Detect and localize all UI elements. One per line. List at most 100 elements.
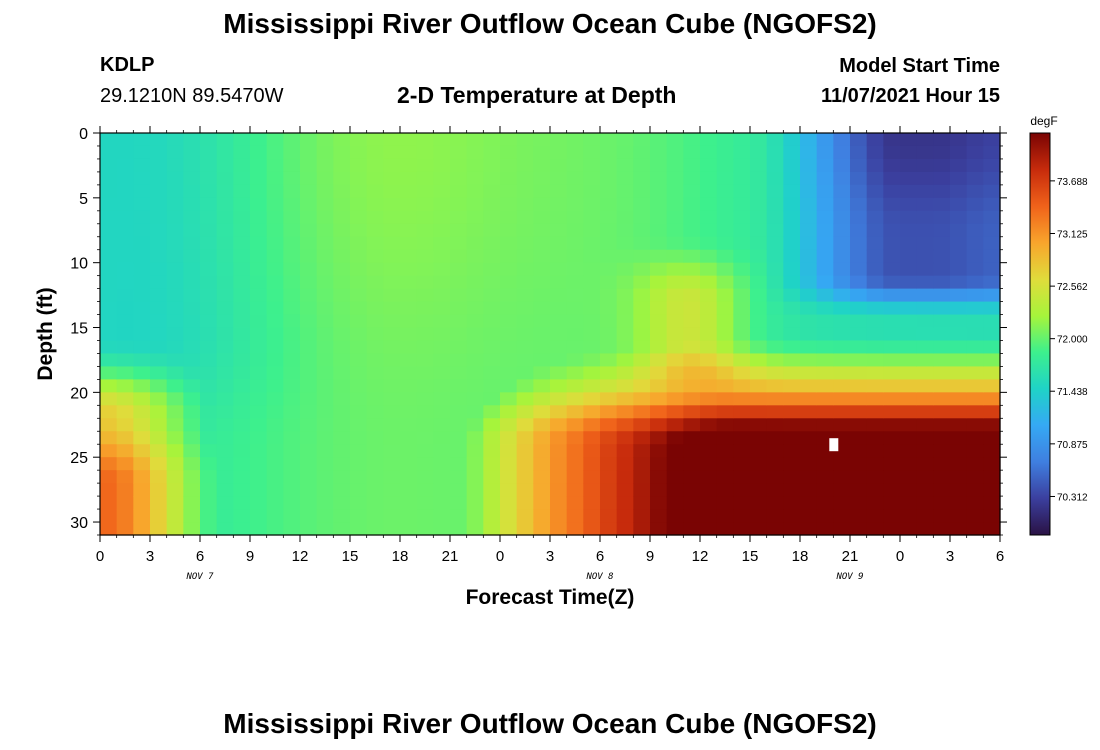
heatmap-cell bbox=[333, 444, 351, 458]
heatmap-cell bbox=[766, 353, 784, 368]
heatmap-cell bbox=[583, 496, 601, 510]
heatmap-cell bbox=[433, 496, 451, 510]
heatmap-cell bbox=[333, 379, 351, 393]
heatmap-cell bbox=[866, 431, 884, 445]
heatmap-cell bbox=[633, 275, 651, 290]
heatmap-cell bbox=[816, 509, 834, 523]
heatmap-cell bbox=[750, 483, 768, 497]
heatmap-cell bbox=[650, 509, 668, 523]
heatmap-cell bbox=[600, 340, 618, 355]
heatmap-cell bbox=[366, 366, 384, 380]
heatmap-cell bbox=[666, 327, 684, 342]
heatmap-cell bbox=[766, 522, 784, 536]
heatmap-cell bbox=[450, 353, 468, 368]
heatmap-cell bbox=[550, 262, 568, 277]
heatmap-cell bbox=[366, 418, 384, 432]
heatmap-cell bbox=[200, 133, 218, 147]
heatmap-cell bbox=[133, 288, 151, 303]
heatmap-cell bbox=[133, 470, 151, 484]
heatmap-cell bbox=[500, 275, 518, 290]
heatmap-cell bbox=[316, 314, 334, 329]
heatmap-cell bbox=[666, 431, 684, 445]
heatmap-cell bbox=[183, 457, 201, 471]
heatmap-cell bbox=[366, 444, 384, 458]
heatmap-cell bbox=[700, 223, 718, 238]
heatmap-cell bbox=[733, 405, 751, 419]
heatmap-cell bbox=[350, 444, 368, 458]
colorbar-tick-label: 72.562 bbox=[1057, 282, 1088, 293]
heatmap-cell bbox=[566, 483, 584, 497]
heatmap-cell bbox=[466, 353, 484, 368]
colorbar-unit: degF bbox=[1030, 114, 1057, 128]
heatmap-cell bbox=[283, 457, 301, 471]
heatmap-cell bbox=[816, 353, 834, 368]
heatmap-cell bbox=[133, 262, 151, 277]
heatmap-cell bbox=[233, 483, 251, 497]
heatmap-cell bbox=[116, 405, 134, 419]
heatmap-cell bbox=[650, 223, 668, 238]
heatmap-cell bbox=[500, 418, 518, 432]
heatmap-cell bbox=[250, 418, 268, 432]
heatmap-cell bbox=[750, 158, 768, 173]
heatmap-cell bbox=[716, 275, 734, 290]
heatmap-cell bbox=[900, 197, 918, 212]
heatmap-cell bbox=[266, 522, 284, 536]
heatmap-cell bbox=[166, 340, 184, 355]
heatmap-cell bbox=[500, 197, 518, 212]
heatmap-cell bbox=[866, 496, 884, 510]
heatmap-cell bbox=[600, 249, 618, 264]
heatmap-cell bbox=[433, 522, 451, 536]
heatmap-cell bbox=[683, 405, 701, 419]
heatmap-cell bbox=[233, 509, 251, 523]
x-tick-label: 12 bbox=[692, 548, 709, 565]
heatmap-cell bbox=[150, 249, 168, 264]
heatmap-cell bbox=[800, 327, 818, 342]
heatmap-cell bbox=[983, 379, 1001, 393]
heatmap-cell bbox=[700, 522, 718, 536]
heatmap-cell bbox=[433, 509, 451, 523]
heatmap-cell bbox=[783, 496, 801, 510]
heatmap-cell bbox=[133, 392, 151, 406]
heatmap-cell bbox=[983, 483, 1001, 497]
heatmap-cell bbox=[250, 171, 268, 186]
heatmap-cell bbox=[366, 431, 384, 445]
heatmap-cell bbox=[433, 470, 451, 484]
heatmap-cell bbox=[916, 262, 934, 277]
heatmap-cell bbox=[266, 457, 284, 471]
heatmap-cell bbox=[983, 133, 1001, 147]
heatmap-cell bbox=[933, 496, 951, 510]
heatmap-cell bbox=[733, 431, 751, 445]
heatmap-cell bbox=[433, 444, 451, 458]
heatmap-cell bbox=[533, 483, 551, 497]
heatmap-cell bbox=[400, 288, 418, 303]
heatmap-cell bbox=[983, 197, 1001, 212]
heatmap-cell bbox=[450, 223, 468, 238]
heatmap-cell bbox=[883, 379, 901, 393]
heatmap-cell bbox=[650, 327, 668, 342]
heatmap-cell bbox=[100, 444, 118, 458]
heatmap-cell bbox=[233, 444, 251, 458]
heatmap-cell bbox=[966, 496, 984, 510]
heatmap-cell bbox=[816, 249, 834, 264]
heatmap-cell bbox=[350, 340, 368, 355]
heatmap-cell bbox=[866, 392, 884, 406]
heatmap-cell bbox=[833, 418, 851, 432]
heatmap-cell bbox=[950, 366, 968, 380]
heatmap-cell bbox=[583, 522, 601, 536]
heatmap-cell bbox=[583, 340, 601, 355]
heatmap-cell bbox=[816, 379, 834, 393]
heatmap-cell bbox=[466, 457, 484, 471]
heatmap-cell bbox=[800, 158, 818, 173]
heatmap-cell bbox=[883, 288, 901, 303]
heatmap-cell bbox=[966, 171, 984, 186]
heatmap-cell bbox=[966, 236, 984, 251]
heatmap-cell bbox=[266, 340, 284, 355]
heatmap-cell bbox=[783, 249, 801, 264]
heatmap-cell bbox=[566, 184, 584, 199]
heatmap-cell bbox=[966, 340, 984, 355]
heatmap-cell bbox=[400, 392, 418, 406]
heatmap-cell bbox=[366, 457, 384, 471]
heatmap-cell bbox=[200, 327, 218, 342]
heatmap-cell bbox=[116, 262, 134, 277]
heatmap-cell bbox=[966, 262, 984, 277]
